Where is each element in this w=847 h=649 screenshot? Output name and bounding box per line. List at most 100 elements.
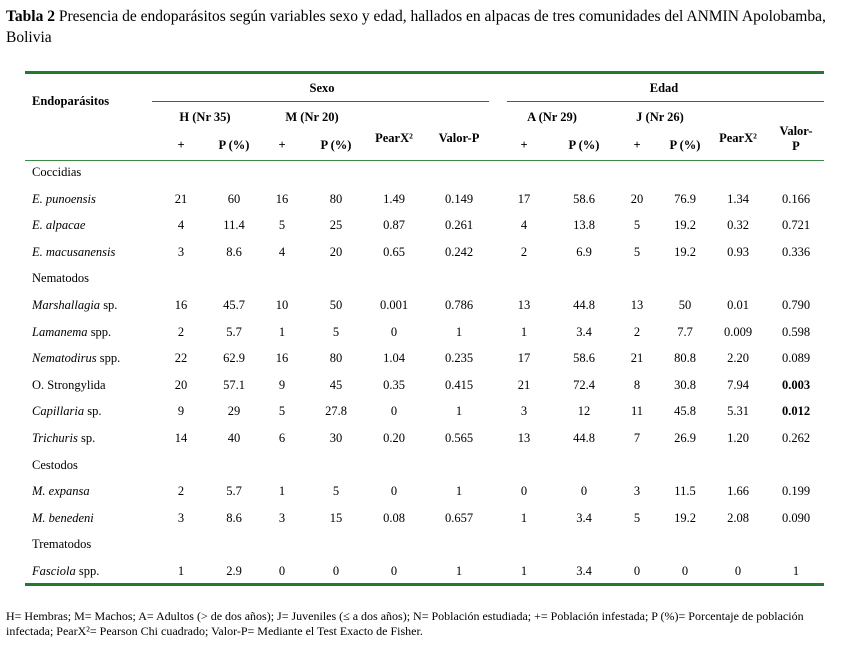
header-a: A (Nr 29) (527, 110, 577, 124)
cell-j-p: 50 (678, 298, 692, 312)
edad-group-rule (507, 101, 824, 102)
table-caption: Tabla 2 Presencia de endoparásitos según… (6, 6, 841, 48)
header-a-pct: P (%) (568, 138, 600, 152)
cell-sx-valor: 0.565 (444, 431, 474, 445)
cell-m-p: 27.8 (325, 404, 347, 418)
cell-a-p: 6.9 (576, 245, 592, 259)
cell-a-p: 72.4 (573, 378, 595, 392)
cell-a-p: 44.8 (573, 298, 595, 312)
cell-m-plus: 1 (278, 325, 286, 339)
parasite-name: E. alpacae (32, 218, 85, 233)
header-h-plus: + (177, 138, 185, 152)
header-sexo: Sexo (309, 81, 335, 95)
cell-sx-valor: 0.415 (444, 378, 474, 392)
header-edad-pearx: PearX² (719, 131, 757, 145)
cell-sx-pearx: 1.04 (383, 351, 405, 365)
cell-j-plus: 11 (630, 404, 644, 418)
cell-h-plus: 2 (177, 325, 185, 339)
cell-j-p: 26.9 (674, 431, 696, 445)
cell-h-plus: 3 (177, 245, 185, 259)
header-h-pct: P (%) (218, 138, 250, 152)
header-sexo-pearx: PearX² (375, 131, 413, 145)
cell-ed-valor: 0.262 (781, 431, 811, 445)
cell-j-p: 19.2 (674, 218, 696, 232)
cell-ed-pearx: 0.93 (727, 245, 749, 259)
header-j-plus: + (633, 138, 641, 152)
cell-m-plus: 5 (278, 218, 286, 232)
parasite-name: Trichuris sp. (32, 431, 96, 445)
parasite-name: M. benedeni (32, 511, 94, 526)
cell-m-p: 0 (332, 564, 340, 578)
cell-m-plus: 16 (275, 351, 289, 365)
cell-j-p: 7.7 (677, 325, 693, 339)
table-bottom-rule (25, 583, 824, 586)
cell-ed-valor: 0.790 (781, 298, 811, 312)
cell-h-p: 8.6 (226, 511, 242, 525)
cell-a-plus: 0 (520, 484, 528, 498)
table-top-rule (25, 71, 824, 74)
cell-m-p: 25 (329, 218, 343, 232)
header-m-plus: + (278, 138, 286, 152)
cell-ed-valor: 0.012 (781, 404, 811, 418)
cell-h-p: 29 (227, 404, 241, 418)
cell-h-plus: 16 (174, 298, 188, 312)
parasite-name: E. punoensis (32, 192, 96, 207)
cell-a-p: 58.6 (573, 351, 595, 365)
cell-h-plus: 22 (174, 351, 188, 365)
cell-sx-valor: 1 (455, 564, 463, 578)
cell-j-plus: 0 (633, 564, 641, 578)
sexo-group-rule (152, 101, 489, 102)
cell-h-plus: 21 (174, 192, 188, 206)
cell-a-plus: 3 (520, 404, 528, 418)
cell-m-p: 20 (329, 245, 343, 259)
cell-m-plus: 9 (278, 378, 286, 392)
cell-m-plus: 1 (278, 484, 286, 498)
cell-ed-pearx: 2.08 (727, 511, 749, 525)
cell-m-p: 30 (329, 431, 343, 445)
cell-m-p: 80 (329, 192, 343, 206)
cell-h-p: 60 (227, 192, 241, 206)
cell-ed-pearx: 0 (734, 564, 742, 578)
cell-sx-valor: 0.235 (444, 351, 474, 365)
cell-j-p: 80.8 (674, 351, 696, 365)
cell-m-plus: 16 (275, 192, 289, 206)
cell-j-p: 11.5 (674, 484, 696, 498)
cell-ed-pearx: 0.32 (727, 218, 749, 232)
cell-m-plus: 4 (278, 245, 286, 259)
cell-a-p: 13.8 (573, 218, 595, 232)
cell-j-p: 76.9 (674, 192, 696, 206)
cell-ed-valor: 0.336 (781, 245, 811, 259)
cell-ed-valor: 0.090 (781, 511, 811, 525)
cell-sx-pearx: 0.08 (383, 511, 405, 525)
cell-m-plus: 0 (278, 564, 286, 578)
cell-a-plus: 17 (517, 351, 531, 365)
cell-j-plus: 5 (633, 245, 641, 259)
cell-h-p: 62.9 (223, 351, 245, 365)
cell-sx-pearx: 0 (390, 484, 398, 498)
cell-a-plus: 17 (517, 192, 531, 206)
cell-h-p: 5.7 (226, 325, 242, 339)
cell-ed-pearx: 0.009 (723, 325, 753, 339)
parasite-genus: Trichuris (32, 431, 78, 445)
cell-m-p: 15 (329, 511, 343, 525)
cell-ed-pearx: 2.20 (727, 351, 749, 365)
cell-h-plus: 1 (177, 564, 185, 578)
cell-h-p: 11.4 (223, 218, 245, 232)
header-h: H (Nr 35) (179, 110, 231, 124)
cell-ed-pearx: 1.66 (727, 484, 749, 498)
cell-j-p: 45.8 (674, 404, 696, 418)
cell-a-p: 12 (577, 404, 591, 418)
cell-m-plus: 6 (278, 431, 286, 445)
cell-j-plus: 7 (633, 431, 641, 445)
parasite-genus: Lamanema (32, 325, 88, 339)
cell-j-plus: 13 (630, 298, 644, 312)
header-a-plus: + (520, 138, 528, 152)
cell-ed-valor: 0.166 (781, 192, 811, 206)
parasite-name: Lamanema spp. (32, 325, 112, 339)
parasite-genus: Marshallagia (32, 298, 101, 312)
cell-sx-pearx: 0.35 (383, 378, 405, 392)
cell-h-plus: 4 (177, 218, 185, 232)
parasite-genus: E. punoensis (32, 192, 96, 206)
cell-sx-pearx: 0.20 (383, 431, 405, 445)
cell-sx-valor: 0.242 (444, 245, 474, 259)
